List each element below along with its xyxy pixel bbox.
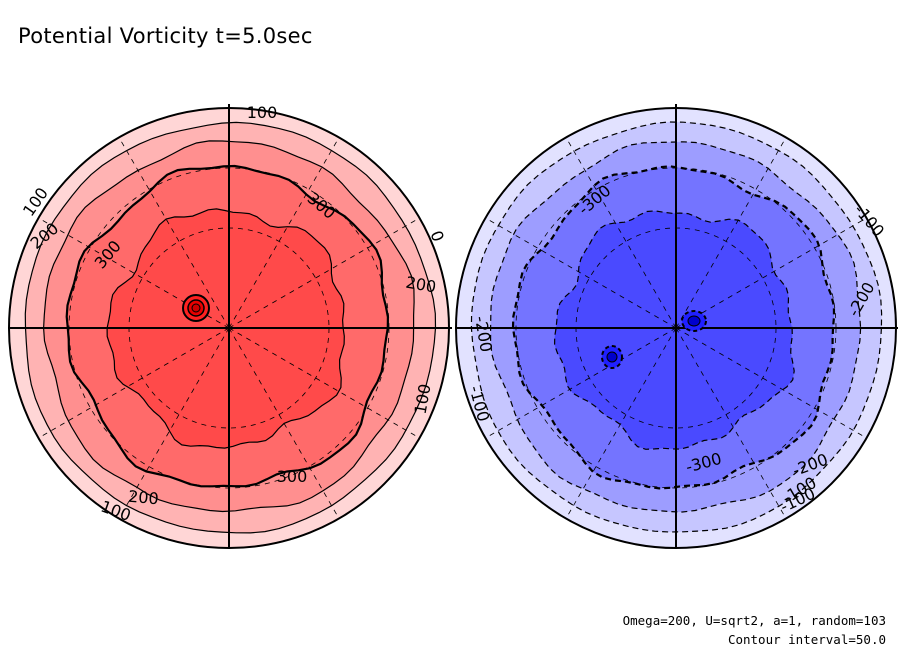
right-meridian-7 — [487, 218, 677, 329]
contour-interval-note: Contour interval=50.0 — [727, 632, 886, 647]
right-meridian-2 — [675, 327, 786, 517]
right-meridian-4 — [566, 327, 677, 517]
left-meridian-4 — [119, 327, 230, 517]
left-contour-label: 200 — [127, 487, 159, 509]
right-meridian-5 — [487, 327, 677, 438]
right-vortex-b — [601, 345, 623, 369]
left-contour-label: 0 — [426, 228, 447, 244]
figure-title: Potential Vorticity t=5.0sec — [18, 24, 313, 48]
left-vortex — [182, 294, 210, 322]
right-vortex-a — [681, 310, 707, 332]
left-contour-label: 300 — [277, 467, 308, 486]
right-meridian-1 — [675, 327, 865, 438]
left-meridian-10 — [228, 139, 339, 329]
left-meridian-2 — [228, 327, 339, 517]
left-meridian-1 — [228, 327, 418, 438]
right-meridian-11 — [675, 218, 865, 329]
left-meridian-7 — [40, 218, 230, 329]
left-meridian-8 — [119, 139, 230, 329]
right-meridian-8 — [566, 139, 677, 329]
left-contour-label: 100 — [247, 103, 278, 122]
right-polar-map: -300-100-200-200-100-300 -200-100-100 — [455, 104, 898, 549]
right-meridian-10 — [675, 139, 786, 329]
parameters-note: Omega=200, U=sqrt2, a=1, random=103 — [622, 613, 886, 628]
left-meridian-11 — [228, 218, 418, 329]
left-meridian-5 — [40, 327, 230, 438]
